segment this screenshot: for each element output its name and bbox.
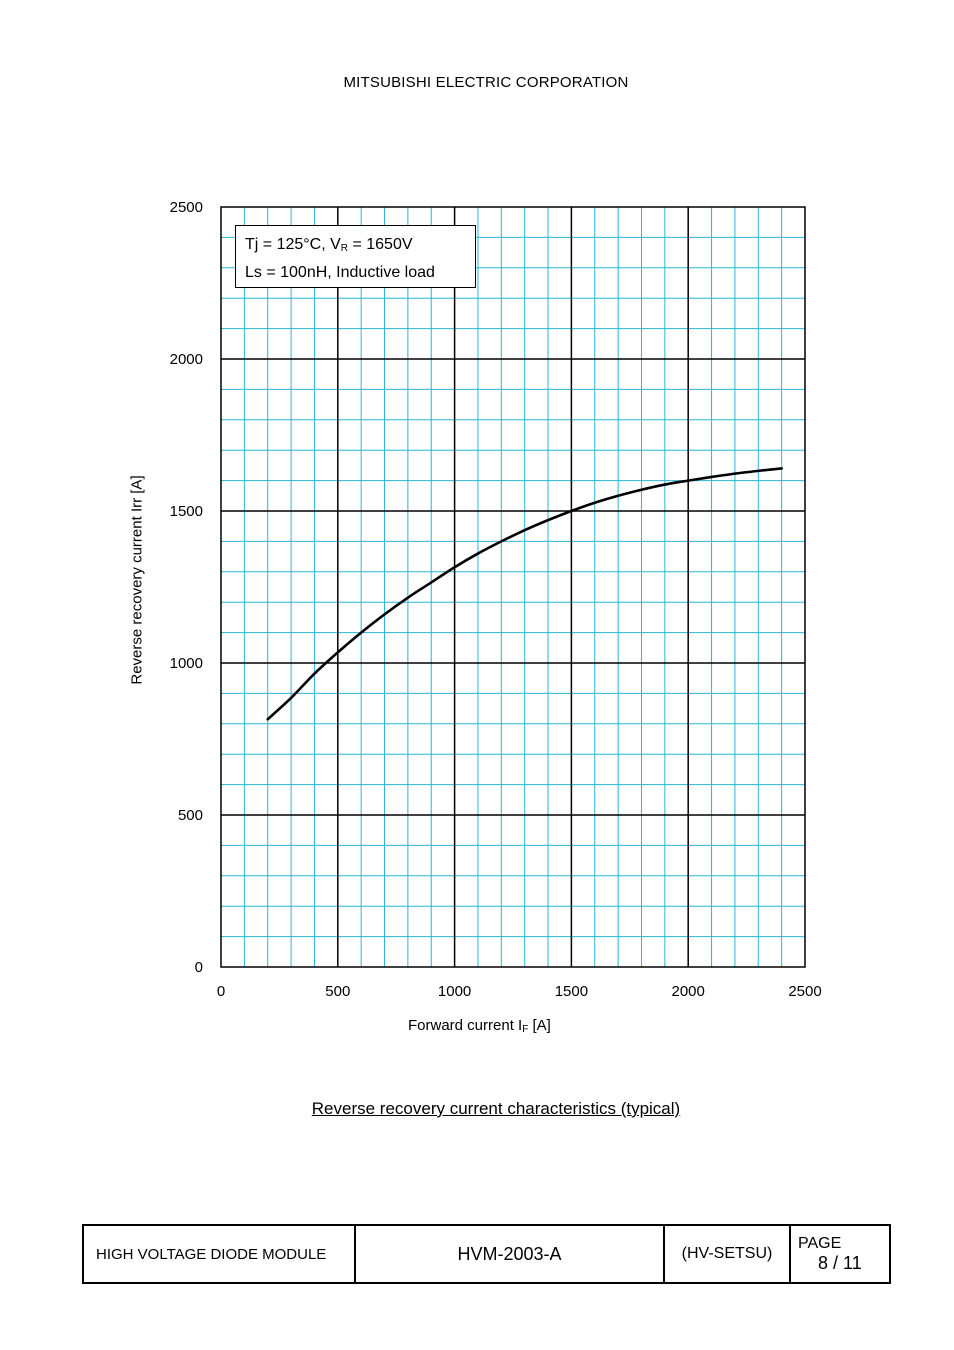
company-header: MITSUBISHI ELECTRIC CORPORATION <box>343 74 629 91</box>
cond1-prefix: Tj = 125°C, V <box>245 236 341 253</box>
footer-doc-number: HVM-2003-A <box>356 1226 665 1282</box>
series-group <box>266 467 783 721</box>
grid-minor-lines <box>221 207 805 967</box>
x-tick-label: 2500 <box>788 983 821 1000</box>
x-tick-label: 2000 <box>672 983 705 1000</box>
y-tick-label: 2500 <box>170 199 203 216</box>
conditions-line2: Ls = 100nH, Inductive load <box>245 264 435 281</box>
footer-product: HIGH VOLTAGE DIODE MODULE <box>84 1226 356 1282</box>
series-line <box>266 467 783 721</box>
y-tick-label: 2000 <box>170 351 203 368</box>
conditions-line1: Tj = 125°C, VR = 1650V <box>245 233 475 261</box>
footer-code: (HV-SETSU) <box>665 1226 791 1282</box>
plot-frame <box>220 206 806 968</box>
y-tick-label: 1000 <box>170 655 203 672</box>
footer-table: HIGH VOLTAGE DIODE MODULE HVM-2003-A (HV… <box>82 1224 891 1284</box>
x-tick-label: 0 <box>217 983 225 1000</box>
y-tick-label: 0 <box>195 959 203 976</box>
x-tick-label: 500 <box>325 983 350 1000</box>
conditions-box: Tj = 125°C, VR = 1650V Ls = 100nH, Induc… <box>235 225 476 288</box>
cond1-sub: R <box>340 243 349 254</box>
chart-caption: Reverse recovery current characteristics… <box>311 1099 681 1118</box>
y-axis-label: Reverse recovery current Irr [A] <box>128 475 146 685</box>
x-tick-label: 1500 <box>555 983 588 1000</box>
cond1-suffix: = 1650V <box>348 236 413 253</box>
y-tick-label: 1500 <box>170 503 203 520</box>
x-label-suffix: [A] <box>528 1017 551 1034</box>
page-number: 8 / 11 <box>818 1253 862 1273</box>
x-label-prefix: Forward current I <box>408 1017 523 1034</box>
grid-major-lines <box>221 207 805 967</box>
x-axis-label: Forward current IF [A] <box>408 1017 551 1035</box>
page-label: PAGE <box>798 1235 842 1252</box>
x-tick-label: 1000 <box>438 983 471 1000</box>
tick-labels: 0 500 1000 1500 2000 2500 0 500 1000 1500 2000 2500 <box>170 199 822 1000</box>
footer-page: PAGE 8 / 11 <box>791 1226 889 1282</box>
x-label-sub: F <box>522 1024 529 1035</box>
y-tick-label: 500 <box>178 807 203 824</box>
